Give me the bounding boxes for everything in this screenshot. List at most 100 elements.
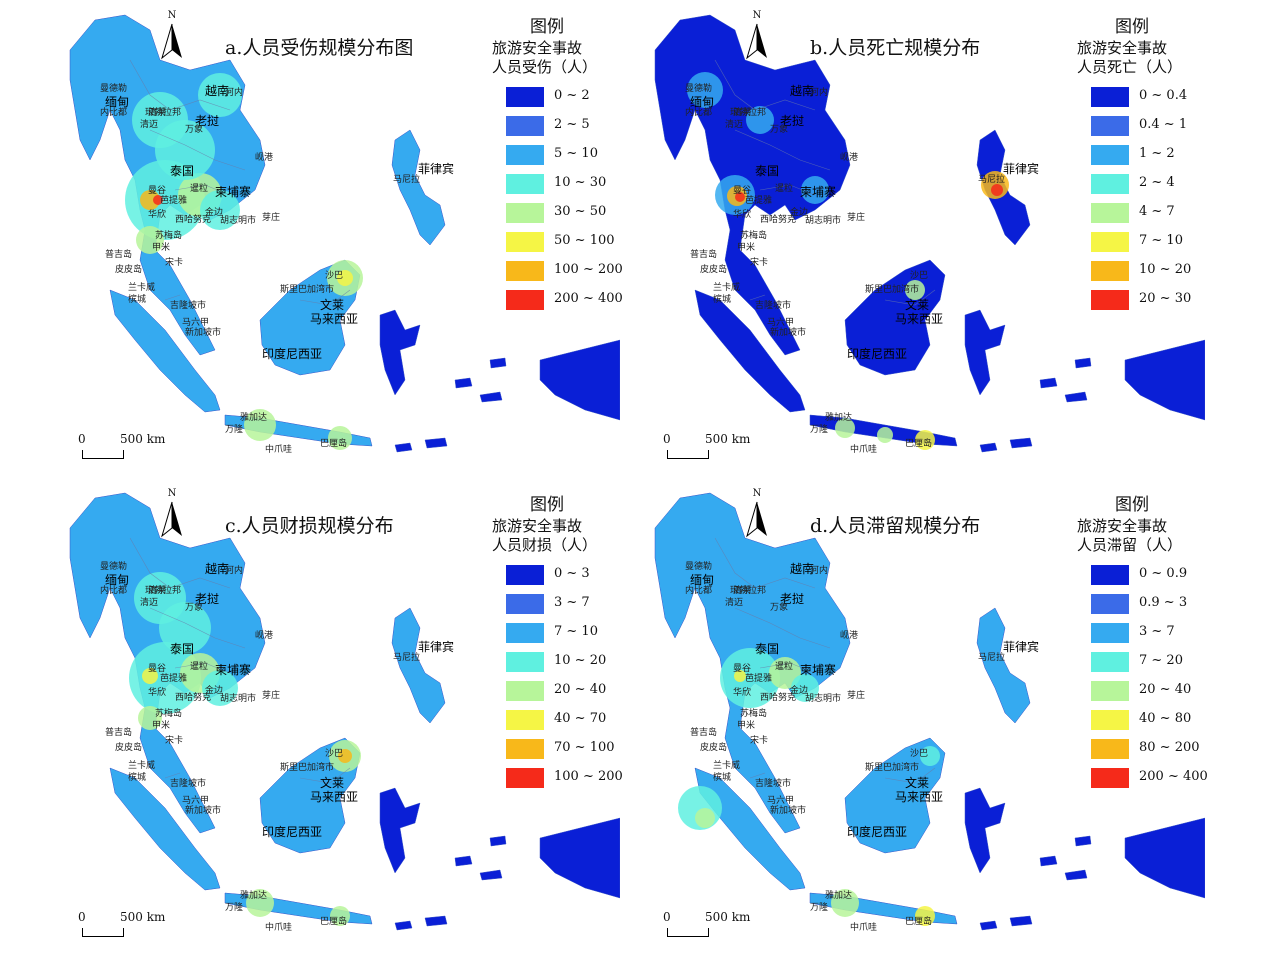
place-label-nhatrang: 芽庄 xyxy=(262,213,281,223)
legend-rows: 0 ~ 0.9 0.9 ~ 3 3 ~ 7 7 ~ 20 20 ~ 40 40 ~ 80 8… xyxy=(1077,561,1208,793)
legend-row: 10 ~ 20 xyxy=(492,648,622,677)
north-label: N xyxy=(752,488,762,499)
legend-label: 0 ~ 2 xyxy=(554,88,590,103)
place-label-huahin: 华欣 xyxy=(148,210,167,220)
legend-swatch xyxy=(506,232,544,252)
scale-distance: 500 km xyxy=(705,432,751,446)
north-label: N xyxy=(167,488,177,499)
place-label-bali: 巴厘岛 xyxy=(320,917,348,927)
legend-swatch xyxy=(1091,565,1129,585)
legend-row: 40 ~ 70 xyxy=(492,706,622,735)
legend-row: 40 ~ 80 xyxy=(1077,706,1207,735)
place-label-malacca: 马六甲 xyxy=(182,318,210,328)
legend-row: 20 ~ 40 xyxy=(492,677,622,706)
map-panel-3: c.人员财损规模分布 N 图例 旅游安全事故 人员财损（人） 0 ~ 3 3 ~ … xyxy=(0,478,623,950)
place-label-malaysia: 马来西亚 xyxy=(895,312,944,326)
sulawesi-island xyxy=(379,309,421,396)
legend-swatch xyxy=(1091,594,1129,614)
hotspot-6 xyxy=(801,176,829,204)
small-islands xyxy=(394,835,507,931)
legend-swatch xyxy=(1091,652,1129,672)
hotspot-4 xyxy=(138,706,162,730)
hotspot-layer xyxy=(687,72,1009,450)
place-label-java: 中爪哇 xyxy=(265,445,293,455)
small-islands xyxy=(979,835,1092,931)
place-label-manila: 马尼拉 xyxy=(978,653,1006,663)
place-label-sihanoukville: 西哈努克 xyxy=(760,693,797,703)
legend-subtitle-1: 旅游安全事故 xyxy=(492,517,583,535)
place-label-luangprabang: 琅勃拉邦 xyxy=(730,108,767,118)
place-label-vientiane: 万象 xyxy=(770,125,789,135)
philippines-islands xyxy=(391,129,446,246)
place-label-philippines: 菲律宾 xyxy=(418,640,455,654)
place-label-laos: 老挝 xyxy=(780,592,805,606)
place-label-indonesia: 印度尼西亚 xyxy=(847,825,908,839)
legend: 图例 旅游安全事故 人员财损（人） 0 ~ 3 3 ~ 7 7 ~ 10 10 ~ 2… xyxy=(492,490,623,793)
place-label-brunei: 文莱 xyxy=(320,776,345,790)
legend-row: 5 ~ 10 xyxy=(492,141,622,170)
north-arrow-icon xyxy=(161,23,182,60)
scale-bar: 0 500 km xyxy=(78,910,218,950)
legend-swatch xyxy=(506,261,544,281)
place-label-myanmar: 缅甸 xyxy=(690,573,715,587)
place-label-kohsamui: 苏梅岛 xyxy=(740,231,768,241)
place-label-bangkok: 曼谷 xyxy=(733,664,752,674)
hotspot-layer xyxy=(129,572,361,926)
place-label-hcmc: 胡志明市 xyxy=(805,216,842,226)
hotspot-4 xyxy=(687,72,723,108)
place-label-pattaya: 芭提雅 xyxy=(745,196,773,206)
hotspot-1 xyxy=(727,580,763,616)
place-label-laos: 老挝 xyxy=(195,114,220,128)
legend-subtitle-1: 旅游安全事故 xyxy=(1077,517,1168,535)
legend-swatch xyxy=(1091,145,1129,165)
place-label-songkhla: 宋卡 xyxy=(165,736,184,746)
legend-row: 30 ~ 50 xyxy=(492,199,622,228)
place-label-manila: 马尼拉 xyxy=(393,175,421,185)
hotspot-6 xyxy=(153,195,163,205)
hotspot-9 xyxy=(905,280,925,300)
hotspot-5 xyxy=(142,668,158,684)
place-label-penang: 槟城 xyxy=(128,773,147,783)
map-title: d.人员滞留规模分布 xyxy=(810,515,981,537)
place-label-jakarta: 雅加达 xyxy=(240,891,268,901)
hotspot-8 xyxy=(915,906,935,926)
place-label-chiangrai: 清莱 xyxy=(733,108,752,118)
sulawesi-island xyxy=(379,787,421,874)
place-label-bangkok: 曼谷 xyxy=(148,186,167,196)
place-label-sihanoukville: 西哈努克 xyxy=(175,693,212,703)
place-label-mandalay: 曼德勒 xyxy=(685,84,713,94)
map-title: b.人员死亡规模分布 xyxy=(810,37,981,59)
place-label-laos: 老挝 xyxy=(780,114,805,128)
place-label-jakarta: 雅加达 xyxy=(825,891,853,901)
legend-row: 70 ~ 100 xyxy=(492,735,622,764)
place-label-java: 中爪哇 xyxy=(265,923,293,933)
place-label-thailand: 泰国 xyxy=(755,642,780,656)
place-label-luangprabang: 琅勃拉邦 xyxy=(145,108,182,118)
place-label-sabah: 沙巴 xyxy=(325,271,344,281)
place-label-songkhla: 宋卡 xyxy=(750,736,769,746)
legend-swatch xyxy=(506,565,544,585)
place-label-phuket: 普吉岛 xyxy=(105,728,133,738)
hotspot-10 xyxy=(695,808,715,828)
legend: 图例 旅游安全事故 人员死亡（人） 0 ~ 0.4 0.4 ~ 1 1 ~ 2 2 ~… xyxy=(1077,12,1207,315)
place-label-kualalumpur: 吉隆坡市 xyxy=(170,301,207,311)
place-label-siemreap: 暹粒 xyxy=(190,184,209,194)
north-arrow: N xyxy=(737,10,777,70)
legend-title: 图例 xyxy=(1115,17,1149,37)
place-label-danang: 岘港 xyxy=(255,153,274,163)
place-label-hanoi: 河内 xyxy=(225,566,244,576)
legend-row: 20 ~ 40 xyxy=(1077,677,1207,706)
place-label-vientiane: 万象 xyxy=(770,603,789,613)
map-panel-1: a.人员受伤规模分布图 N 图例 旅游安全事故 人员受伤（人） 0 ~ 2 2 ~… xyxy=(0,0,623,470)
place-label-siemreap: 暹粒 xyxy=(775,662,794,672)
legend-subtitle-1: 旅游安全事故 xyxy=(1077,39,1168,57)
legend-label: 20 ~ 30 xyxy=(1139,291,1192,306)
map-area xyxy=(654,14,1205,453)
place-label-singapore: 新加坡市 xyxy=(185,806,222,816)
legend-title: 图例 xyxy=(530,17,564,37)
place-label-krabi: 甲米 xyxy=(737,721,756,731)
place-label-philippines: 菲律宾 xyxy=(1003,162,1040,176)
legend-swatch xyxy=(1091,768,1129,788)
place-label-myanmar: 缅甸 xyxy=(105,573,130,587)
philippines-islands xyxy=(976,607,1031,724)
